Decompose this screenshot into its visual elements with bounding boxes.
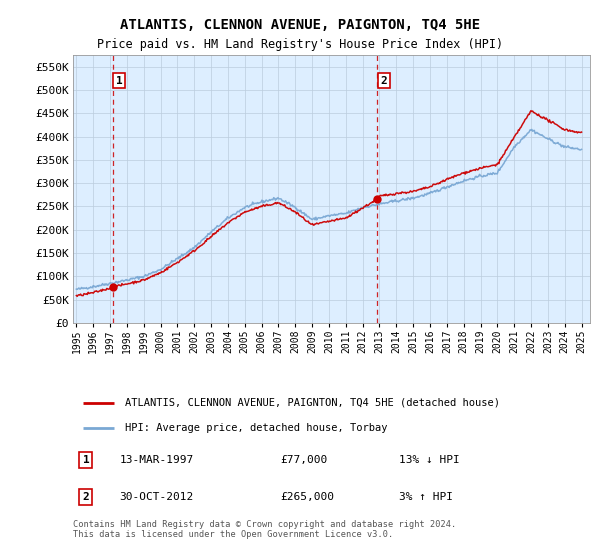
Text: 30-OCT-2012: 30-OCT-2012 (119, 492, 194, 502)
Text: 1: 1 (116, 76, 122, 86)
Text: ATLANTIS, CLENNON AVENUE, PAIGNTON, TQ4 5HE (detached house): ATLANTIS, CLENNON AVENUE, PAIGNTON, TQ4 … (125, 398, 500, 408)
Text: Contains HM Land Registry data © Crown copyright and database right 2024.
This d: Contains HM Land Registry data © Crown c… (73, 520, 456, 539)
Text: 13% ↓ HPI: 13% ↓ HPI (399, 455, 460, 465)
Text: 2: 2 (83, 492, 89, 502)
Text: 3% ↑ HPI: 3% ↑ HPI (399, 492, 453, 502)
Text: 2: 2 (381, 76, 388, 86)
Text: ATLANTIS, CLENNON AVENUE, PAIGNTON, TQ4 5HE: ATLANTIS, CLENNON AVENUE, PAIGNTON, TQ4 … (120, 18, 480, 32)
Text: Price paid vs. HM Land Registry's House Price Index (HPI): Price paid vs. HM Land Registry's House … (97, 38, 503, 51)
Text: £77,000: £77,000 (280, 455, 327, 465)
Text: £265,000: £265,000 (280, 492, 334, 502)
Text: 1: 1 (83, 455, 89, 465)
Text: HPI: Average price, detached house, Torbay: HPI: Average price, detached house, Torb… (125, 423, 387, 433)
Text: 13-MAR-1997: 13-MAR-1997 (119, 455, 194, 465)
